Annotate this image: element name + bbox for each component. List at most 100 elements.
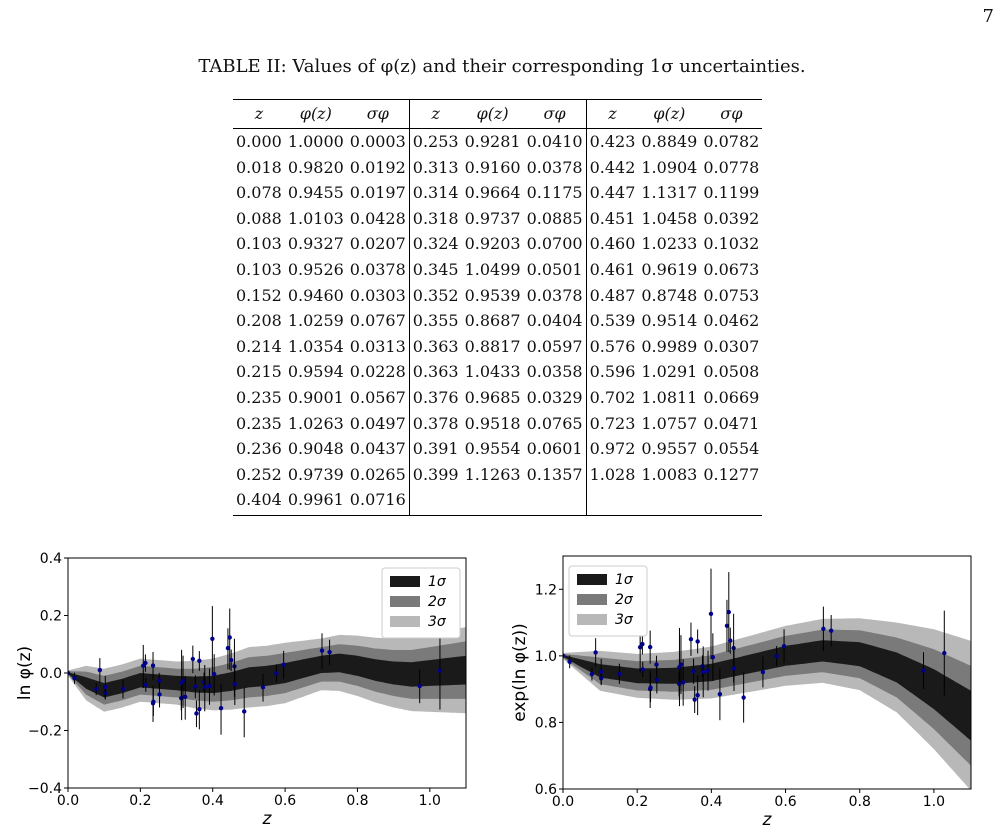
table-cell: 0.018: [236, 157, 282, 177]
data-point: [781, 643, 787, 649]
table-cell: [461, 487, 524, 516]
table-cell: 0.8817: [464, 336, 521, 356]
data-point: [225, 645, 231, 651]
table-cell: 0.0669: [703, 387, 760, 407]
data-point: [143, 682, 148, 688]
table-row: 0.252 0.9739 0.0265 0.399 1.1263 0.1357 1.028 1…: [233, 461, 762, 488]
table-cell: 1.0259: [287, 311, 344, 331]
table-cell: 0.460: [585, 231, 639, 257]
table-cell: 0.0767: [349, 311, 406, 331]
data-point: [201, 680, 207, 685]
data-point: [942, 650, 947, 656]
legend-swatch: [390, 576, 420, 587]
table-cell: 1.0433: [464, 362, 521, 382]
table-cell: 0.253: [408, 128, 462, 155]
data-point: [103, 684, 108, 690]
x-tick-label: 0.0: [552, 794, 574, 810]
table-cell: 0.9526: [287, 259, 344, 279]
legend-swatch: [577, 594, 607, 605]
data-point: [637, 645, 643, 650]
data-point: [828, 628, 834, 633]
data-point: [692, 697, 697, 702]
table-cell: 0.9514: [641, 311, 698, 331]
table-cell: 0.363: [408, 333, 462, 360]
data-point: [640, 641, 645, 647]
table-cell: [523, 487, 587, 516]
table-cell: 0.9001: [287, 387, 344, 407]
data-point: [710, 654, 716, 660]
x-tick-label: 0.6: [274, 793, 296, 809]
table-cell: 0.539: [585, 308, 639, 334]
legend-label: 3σ: [615, 612, 634, 628]
table-row: 0.235 0.9001 0.0567 0.376 0.9685 0.0329 0.702 1…: [233, 384, 762, 411]
table-cell: 0.0404: [526, 311, 583, 331]
table-cell: 0.0313: [349, 336, 406, 356]
data-point: [921, 668, 926, 673]
table-cell: 0.0716: [346, 487, 410, 516]
table-cell: 0.9619: [641, 259, 698, 279]
data-point: [717, 691, 723, 697]
table-cell: 0.103: [236, 259, 282, 279]
data-point: [156, 678, 162, 683]
table-cell: 0.0508: [703, 362, 760, 382]
table-cell: [585, 487, 639, 516]
table-cell: 0.399: [408, 461, 462, 488]
col-header: φ(z): [284, 99, 347, 129]
table-row: 0.078 0.9455 0.0197 0.314 0.9664 0.1175 0.447 1…: [233, 180, 762, 206]
x-tick-label: 0.4: [700, 794, 722, 810]
table-cell: 0.0597: [526, 336, 583, 356]
table-cell: 0.0228: [349, 362, 406, 382]
data-point: [695, 693, 700, 698]
table-cell: 0.9281: [464, 132, 521, 151]
table-cell: 0.0437: [349, 439, 406, 459]
table-cell: 0.0778: [703, 157, 760, 177]
data-point: [617, 671, 622, 677]
table-cell: 0.8849: [641, 132, 698, 151]
table-row: 0.215 0.9594 0.0228 0.363 1.0433 0.0358 0.596 1…: [233, 359, 762, 385]
table-cell: 0.0471: [703, 413, 760, 433]
data-point: [157, 692, 162, 697]
table-cell: 1.0233: [641, 234, 698, 254]
legend-label: 3σ: [428, 614, 447, 630]
data-point: [640, 667, 645, 672]
data-point: [701, 669, 706, 675]
table-cell: 0.9460: [287, 285, 344, 305]
data-point: [190, 656, 196, 662]
table-row: 0.236 0.9048 0.0437 0.391 0.9554 0.0601 0.972 0…: [233, 436, 762, 462]
table-cell: 0.1199: [703, 183, 760, 203]
table-cell: 0.208: [236, 311, 282, 331]
table-row: 0.000 1.0000 0.0003 0.253 0.9281 0.0410 0.423 0…: [233, 128, 762, 155]
data-point: [281, 662, 286, 667]
x-tick-label: 0.4: [202, 793, 224, 809]
x-tick-label: 0.8: [849, 794, 871, 810]
data-point: [150, 663, 156, 668]
table-cell: 0.0307: [703, 336, 760, 356]
data-point: [211, 671, 217, 677]
table-cell: 0.972: [585, 436, 639, 462]
y-tick-label: −0.2: [28, 724, 62, 740]
data-point: [242, 709, 247, 714]
data-point: [680, 680, 686, 685]
table-cell: 1.0904: [641, 157, 698, 177]
data-point: [151, 699, 156, 704]
data-point: [193, 684, 198, 689]
table-cell: 0.9455: [287, 183, 344, 203]
legend-label: 1σ: [615, 572, 634, 588]
data-point: [327, 649, 332, 655]
table-cell: 0.078: [236, 183, 282, 203]
x-tick-label: 0.0: [57, 793, 79, 809]
page-number: 7: [982, 6, 994, 27]
x-tick-label: 0.6: [774, 794, 796, 810]
table-cell: 0.0378: [526, 285, 583, 305]
table-cell: 0.9539: [464, 285, 521, 305]
table-cell: 0.355: [408, 308, 462, 334]
col-header: φ(z): [638, 99, 701, 129]
table-cell: 0.314: [408, 180, 462, 206]
table-cell: 0.352: [408, 282, 462, 309]
table-cell: 0.345: [408, 256, 462, 283]
legend-swatch: [390, 596, 420, 607]
table-cell: 0.1032: [703, 234, 760, 254]
y-tick-label: −0.4: [28, 781, 62, 797]
plot-area: [68, 606, 466, 738]
